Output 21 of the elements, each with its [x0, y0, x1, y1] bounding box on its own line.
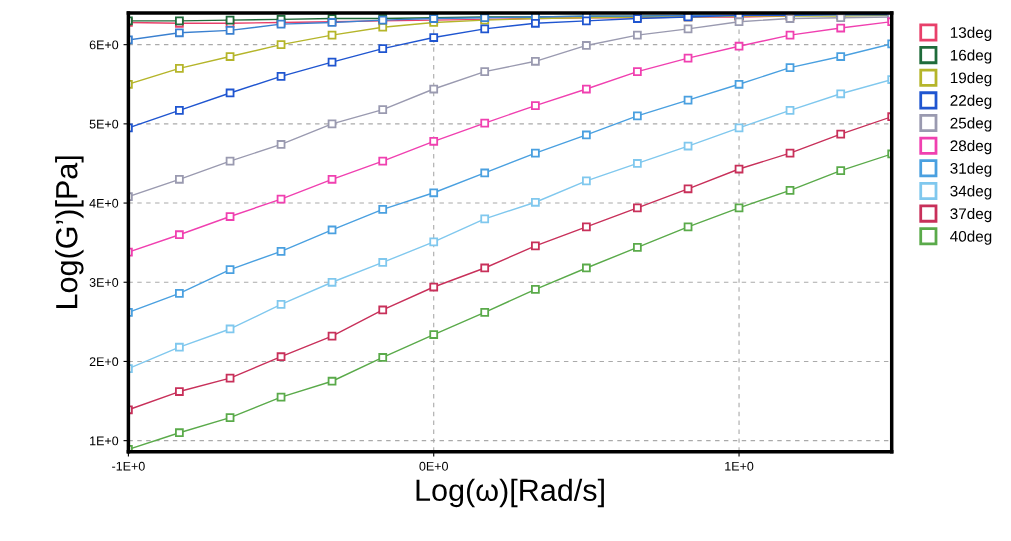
legend-label: 31deg	[950, 162, 992, 177]
y-tick-label: 1E+0	[90, 436, 119, 446]
legend-label: 25deg	[950, 117, 992, 132]
y-axis-title: Log(G’)[Pa]	[55, 156, 84, 308]
legend-label: 16deg	[950, 49, 992, 64]
legend-label: 28deg	[950, 139, 992, 155]
legend-label: 34deg	[950, 185, 992, 200]
x-tick-label: 1E+0	[725, 461, 754, 471]
x-tick-label: -1E+0	[112, 461, 145, 471]
y-tick-label: 3E+0	[89, 278, 119, 287]
legend-label: 37deg	[950, 207, 992, 223]
x-axis-title: Log(ω)[Rad/s]	[416, 478, 604, 508]
legend-label: 13deg	[950, 26, 992, 41]
y-tick-label: 5E+0	[89, 119, 119, 129]
x-tick-label: 0E+0	[419, 461, 448, 471]
y-tick-label: 4E+0	[89, 198, 119, 208]
legend-label: 19deg	[950, 72, 992, 87]
legend-label: 22deg	[950, 94, 992, 109]
y-tick-label: 6E+0	[89, 40, 119, 50]
legend-label: 40deg	[950, 230, 992, 245]
y-tick-label: 2E+0	[89, 357, 119, 367]
